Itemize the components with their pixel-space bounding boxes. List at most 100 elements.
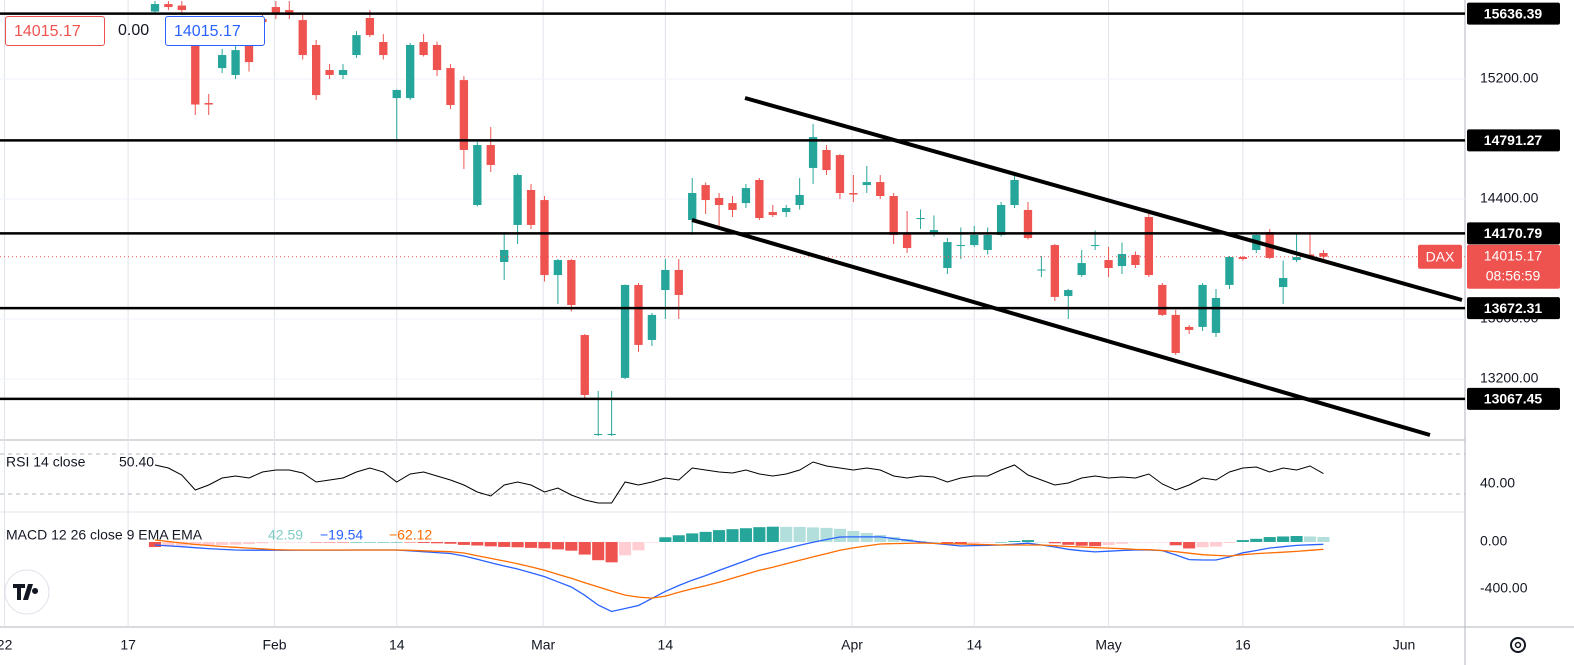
logo[interactable] bbox=[4, 569, 50, 615]
rsi-tick-label: 40.00 bbox=[1480, 475, 1515, 491]
macd-hist-value: 42.59 bbox=[268, 527, 303, 543]
candle-body bbox=[956, 245, 965, 247]
candle-body bbox=[822, 149, 831, 171]
candle-body bbox=[970, 234, 979, 246]
candle-body bbox=[365, 17, 375, 36]
candle-body bbox=[808, 137, 818, 168]
candle-body bbox=[594, 434, 603, 436]
macd-histogram-bar bbox=[1021, 540, 1035, 542]
candle-body bbox=[513, 175, 522, 225]
macd-histogram-bar bbox=[1223, 541, 1236, 543]
candle-body bbox=[150, 4, 160, 12]
candle-body bbox=[1010, 179, 1019, 206]
candle-body bbox=[311, 44, 321, 96]
candle-body bbox=[379, 41, 388, 56]
macd-histogram-bar bbox=[753, 527, 766, 542]
macd-histogram-bar bbox=[283, 541, 296, 543]
macd-histogram-bar bbox=[1129, 541, 1142, 543]
candle-body bbox=[634, 284, 643, 345]
candle-body bbox=[271, 7, 281, 14]
macd-label: MACD 12 26 close 9 EMA EMA bbox=[6, 527, 203, 543]
candle-body bbox=[902, 233, 912, 249]
candle-body bbox=[406, 44, 415, 99]
macd-histogram-bar bbox=[524, 541, 538, 548]
last-price-label: 14015.17 bbox=[1484, 247, 1543, 263]
candle-body bbox=[1278, 278, 1288, 288]
candle-body bbox=[231, 50, 240, 75]
macd-tick-label: -400.00 bbox=[1480, 580, 1528, 596]
candle-body bbox=[419, 41, 428, 56]
macd-histogram-bar bbox=[175, 541, 188, 546]
macd-histogram-bar bbox=[1035, 541, 1048, 543]
macd-histogram-bar bbox=[578, 541, 591, 555]
candle-body bbox=[795, 194, 804, 206]
level-label-bg bbox=[1467, 222, 1560, 245]
macd-histogram-bar bbox=[1209, 541, 1223, 547]
macd-histogram-bar bbox=[269, 541, 282, 543]
settings-icon[interactable] bbox=[1510, 637, 1526, 653]
macd-histogram-bar bbox=[793, 526, 806, 542]
level-label-bg bbox=[1467, 387, 1560, 410]
x-tick-label: 22 bbox=[0, 637, 13, 653]
candle-body bbox=[1064, 290, 1073, 297]
candle-body bbox=[1037, 269, 1046, 271]
x-tick-label: 16 bbox=[1235, 637, 1251, 653]
macd-histogram-bar bbox=[619, 541, 632, 556]
last-price-bg bbox=[1467, 244, 1560, 289]
macd-histogram-bar bbox=[713, 530, 726, 542]
macd-histogram-bar bbox=[1196, 541, 1209, 548]
candle-body bbox=[1077, 263, 1086, 276]
candle-body bbox=[325, 70, 334, 75]
macd-histogram-bar bbox=[981, 541, 994, 543]
candle-body bbox=[674, 269, 683, 295]
x-tick-label: Feb bbox=[262, 637, 286, 653]
candle-body bbox=[1023, 209, 1033, 238]
macd-histogram-bar bbox=[1183, 541, 1196, 549]
candle-body bbox=[526, 190, 536, 225]
macd-histogram-bar bbox=[256, 541, 269, 544]
candle-body bbox=[755, 179, 764, 219]
macd-histogram-bar bbox=[551, 541, 564, 550]
change-box: 0.00 bbox=[118, 22, 150, 39]
macd-histogram-bar bbox=[968, 541, 981, 544]
macd-histogram-bar bbox=[189, 541, 202, 546]
rsi-value: 50.40 bbox=[119, 454, 154, 470]
macd-histogram-bar bbox=[1277, 536, 1290, 542]
macd-histogram-bar bbox=[296, 541, 309, 543]
candle-body bbox=[1144, 217, 1154, 276]
level-label-bg bbox=[1467, 129, 1560, 152]
candle-body bbox=[1211, 297, 1221, 333]
macd-histogram-bar bbox=[242, 541, 256, 545]
macd-histogram-bar bbox=[739, 528, 752, 542]
candle-body bbox=[1131, 254, 1140, 265]
macd-histogram-bar bbox=[498, 541, 511, 547]
macd-histogram-bar bbox=[363, 541, 376, 543]
candle-body bbox=[191, 40, 200, 105]
candle-body bbox=[1171, 314, 1180, 354]
candle-body bbox=[1198, 284, 1207, 327]
macd-histogram-bar bbox=[1317, 536, 1330, 542]
macd-histogram-bar bbox=[538, 541, 551, 549]
candle-body bbox=[889, 196, 898, 235]
candle-body bbox=[701, 185, 710, 201]
candle-body bbox=[929, 230, 939, 234]
x-tick-label: May bbox=[1095, 637, 1121, 653]
candle-body bbox=[1184, 326, 1194, 330]
candle-body bbox=[647, 314, 657, 340]
macd-histogram-bar bbox=[323, 541, 336, 543]
candle-body bbox=[338, 70, 348, 75]
candle-body bbox=[620, 284, 630, 378]
candle-body bbox=[204, 103, 213, 105]
candle-body bbox=[916, 218, 925, 220]
candle-body bbox=[1319, 252, 1328, 257]
candle-body bbox=[1117, 254, 1127, 267]
macd-histogram-bar bbox=[699, 531, 712, 542]
macd-histogram-bar bbox=[484, 541, 497, 547]
macd-histogram-bar bbox=[1062, 541, 1075, 545]
candle-body bbox=[835, 155, 845, 194]
trend-line bbox=[744, 96, 1463, 302]
x-tick-label: Jun bbox=[1393, 637, 1416, 653]
trend-line bbox=[691, 218, 1431, 437]
macd-histogram-bar bbox=[511, 541, 524, 548]
